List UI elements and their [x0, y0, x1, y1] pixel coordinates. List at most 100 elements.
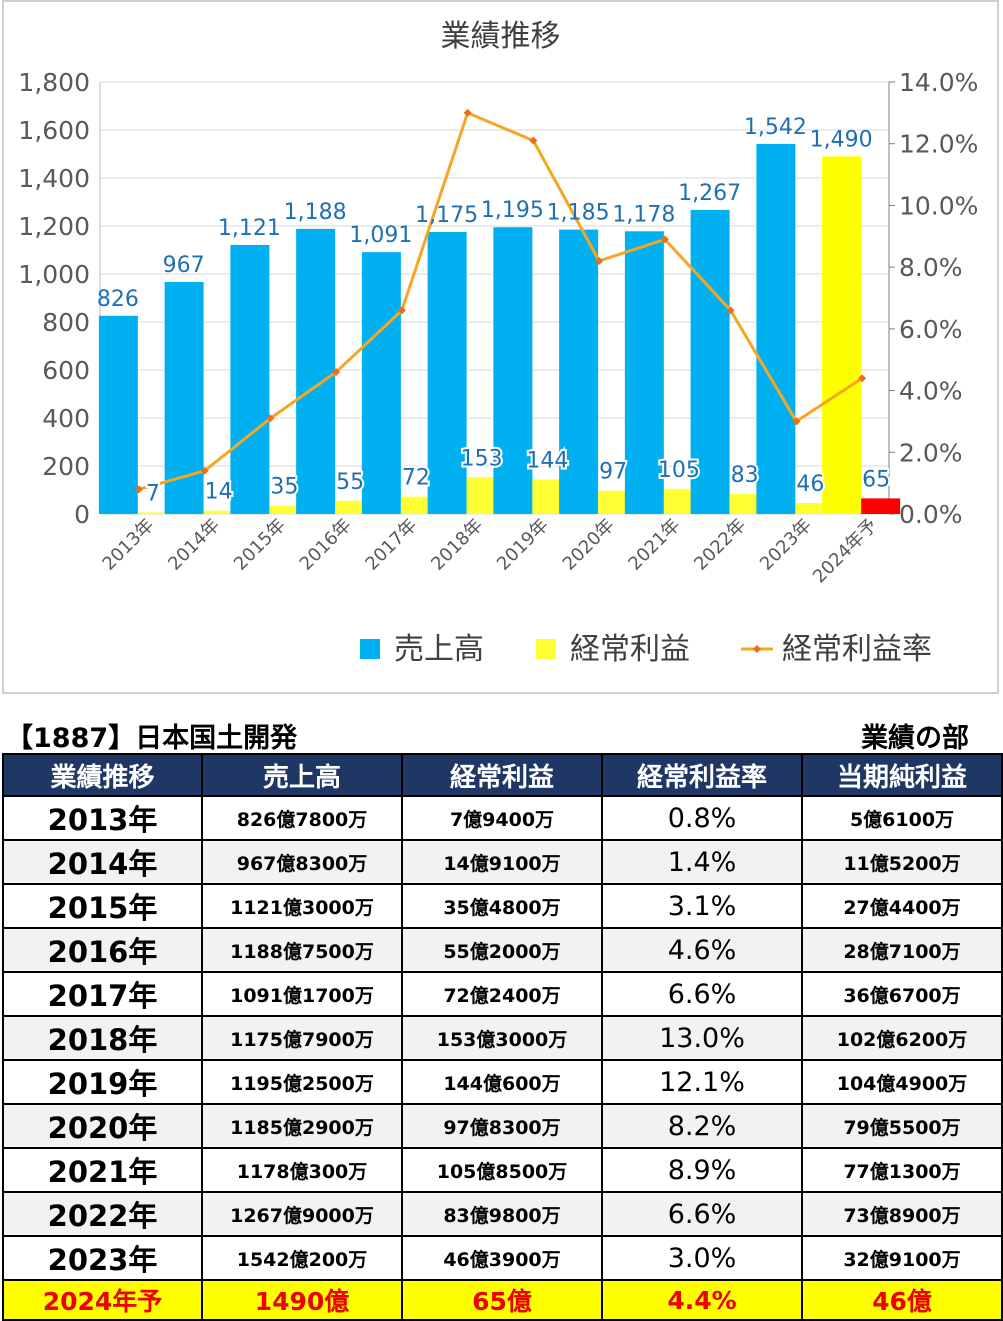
- profit-value-label: 14: [205, 480, 233, 505]
- section-title: 業績の部: [861, 723, 969, 754]
- x-category-label: 2016年: [296, 515, 356, 575]
- sales-value-label: 1,091: [349, 223, 412, 248]
- profit-bar: [137, 512, 177, 514]
- ordinary-profit-cell: 14億9100万: [401, 839, 603, 885]
- sales-value-label: 826: [97, 287, 139, 312]
- header-net-income: 当期純利益: [801, 753, 1003, 797]
- net-income-cell: 27億4400万: [801, 883, 1003, 929]
- y-left-tick-label: 600: [42, 356, 90, 385]
- net-income-cell: 46億: [801, 1279, 1003, 1321]
- sales-cell: 967億8300万: [201, 839, 403, 885]
- sales-bar: [230, 244, 270, 514]
- legend-label-sales: 売上高: [394, 632, 484, 667]
- x-category-label: 2023年: [756, 515, 816, 575]
- x-category-label: 2021年: [624, 515, 684, 575]
- profit-margin-point: [660, 235, 669, 244]
- sales-bar: [624, 231, 664, 514]
- x-category-label: 2019年: [493, 515, 553, 575]
- profit-bar: [203, 510, 243, 514]
- profit-margin-point: [134, 485, 143, 494]
- period-cell: 2016年: [2, 927, 203, 973]
- period-cell: 2014年: [2, 839, 203, 885]
- profit-margin-cell: 12.1%: [601, 1059, 803, 1105]
- ordinary-profit-cell: 46億3900万: [401, 1235, 603, 1281]
- x-category-label: 2022年: [690, 515, 750, 575]
- x-category-label: 2013年: [98, 515, 158, 575]
- period-cell: 2015年: [2, 883, 203, 929]
- profit-margin-point: [726, 306, 735, 315]
- profit-bar: [795, 502, 835, 514]
- table-row: 2014年 967億8300万 14億9100万 1.4% 11億5200万: [2, 839, 1003, 885]
- ordinary-profit-cell: 144億600万: [401, 1059, 603, 1105]
- sales-value-label: 1,175: [415, 203, 478, 228]
- profit-value-label: 35: [270, 475, 298, 500]
- legend-swatch-profit: [536, 639, 556, 659]
- sales-cell: 1195億2500万: [201, 1059, 403, 1105]
- profit-margin-cell: 8.2%: [601, 1103, 803, 1149]
- net-income-cell: 77億1300万: [801, 1147, 1003, 1193]
- sales-bar: [822, 156, 862, 514]
- legend-label-margin: 経常利益率: [782, 632, 932, 667]
- sales-bar: [361, 252, 401, 514]
- y-left-tick-label: 1,200: [18, 212, 90, 241]
- company-title: 【1887】日本国土開発: [6, 723, 298, 754]
- net-income-cell: 5億6100万: [801, 795, 1003, 841]
- sales-cell: 1542億200万: [201, 1235, 403, 1281]
- sales-value-label: 1,542: [744, 115, 807, 140]
- profit-margin-point: [266, 414, 275, 423]
- y-right-tick-label: 6.0%: [899, 315, 963, 344]
- header-period: 業績推移: [2, 753, 203, 797]
- legend-marker-margin: [753, 645, 761, 653]
- sales-cell: 1185億2900万: [201, 1103, 403, 1149]
- sales-value-label: 967: [163, 253, 205, 278]
- chart-title: 業績推移: [441, 19, 561, 54]
- sales-value-label: 1,195: [481, 198, 544, 223]
- profit-value-label: 7: [146, 481, 160, 506]
- profit-margin-point: [595, 256, 604, 265]
- y-right-tick-label: 4.0%: [899, 377, 963, 406]
- sales-bar: [559, 229, 599, 514]
- profit-value-label: 55: [336, 470, 364, 495]
- net-income-cell: 32億9100万: [801, 1235, 1003, 1281]
- x-category-label: 2017年: [361, 515, 421, 575]
- profit-value-label: 105: [658, 458, 700, 483]
- ordinary-profit-cell: 7億9400万: [401, 795, 603, 841]
- legend-label-profit: 経常利益: [570, 632, 690, 667]
- net-income-cell: 102億6200万: [801, 1015, 1003, 1061]
- table-header-row: 業績推移 売上高 経常利益 経常利益率 当期純利益: [2, 753, 1003, 797]
- x-category-label: 2018年: [427, 515, 487, 575]
- period-cell: 2018年: [2, 1015, 203, 1061]
- table-row: 2020年 1185億2900万 97億8300万 8.2% 79億5500万: [2, 1103, 1003, 1149]
- profit-margin-cell: 8.9%: [601, 1147, 803, 1193]
- sales-cell: 1121億3000万: [201, 883, 403, 929]
- period-cell: 2021年: [2, 1147, 203, 1193]
- profit-value-label: 83: [731, 463, 759, 488]
- ordinary-profit-cell: 72億2400万: [401, 971, 603, 1017]
- net-income-cell: 73億8900万: [801, 1191, 1003, 1237]
- header-ordinary-profit: 経常利益: [401, 753, 603, 797]
- forecast-row: 2024年予 1490億 65億 4.4% 46億: [2, 1279, 1003, 1321]
- ordinary-profit-cell: 55億2000万: [401, 927, 603, 973]
- profit-value-label: 144: [526, 448, 568, 473]
- profit-bar: [861, 498, 901, 514]
- y-right-tick-label: 0.0%: [899, 500, 963, 529]
- table-row: 2023年 1542億200万 46億3900万 3.0% 32億9100万: [2, 1235, 1003, 1281]
- profit-margin-point: [463, 108, 472, 117]
- x-category-label: 2020年: [559, 515, 619, 575]
- profit-margin-point: [332, 368, 341, 377]
- table-row: 2016年 1188億7500万 55億2000万 4.6% 28億7100万: [2, 927, 1003, 973]
- y-right-tick-label: 12.0%: [899, 130, 978, 159]
- profit-margin-point: [858, 374, 867, 383]
- y-right-tick-label: 8.0%: [899, 253, 963, 282]
- period-cell: 2024年予: [2, 1279, 203, 1321]
- sales-value-label: 1,185: [547, 201, 610, 226]
- y-right-tick-label: 2.0%: [899, 438, 963, 467]
- profit-margin-cell: 1.4%: [601, 839, 803, 885]
- x-category-label: 2015年: [230, 515, 290, 575]
- profit-value-label: 72: [402, 466, 430, 491]
- x-category-label: 2024年予: [809, 515, 882, 588]
- sales-bar: [690, 209, 730, 515]
- sales-cell: 1188億7500万: [201, 927, 403, 973]
- net-income-cell: 104億4900万: [801, 1059, 1003, 1105]
- ordinary-profit-cell: 97億8300万: [401, 1103, 603, 1149]
